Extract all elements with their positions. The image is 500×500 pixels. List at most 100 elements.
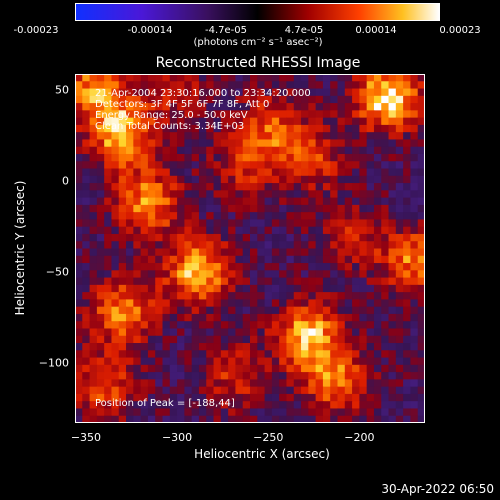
heatmap-cell: [89, 161, 98, 170]
heatmap-cell: [89, 88, 98, 97]
heatmap-cell: [111, 306, 120, 315]
heatmap-cell: [388, 168, 397, 177]
heatmap-cell: [96, 401, 105, 410]
heatmap-cell: [235, 168, 244, 177]
heatmap-cell: [286, 161, 295, 170]
heatmap-cell: [118, 117, 127, 126]
heatmap-cell: [126, 219, 134, 228]
heatmap-cell: [388, 219, 397, 228]
heatmap-cell: [133, 357, 142, 366]
heatmap-cell: [118, 292, 127, 300]
heatmap-cell: [191, 364, 200, 373]
heatmap-cell: [410, 110, 419, 119]
heatmap-cell: [126, 88, 134, 97]
heatmap-cell: [118, 299, 127, 308]
heatmap-cell: [366, 233, 375, 242]
heatmap-cell: [126, 313, 134, 322]
heatmap-cell: [403, 212, 412, 221]
heatmap-cell: [133, 386, 142, 395]
heatmap-cell: [75, 110, 83, 119]
heatmap-cell: [301, 379, 309, 388]
heatmap-cell: [337, 306, 346, 315]
heatmap-cell: [410, 379, 419, 388]
heatmap-cell: [322, 263, 331, 271]
heatmap-cell: [395, 88, 404, 97]
heatmap-cell: [279, 95, 288, 104]
heatmap-cell: [155, 226, 164, 235]
heatmap-cell: [155, 343, 164, 351]
heatmap-cell: [271, 124, 280, 133]
heatmap-cell: [177, 88, 185, 97]
heatmap-cell: [279, 175, 288, 184]
heatmap-cell: [264, 212, 273, 221]
heatmap-cell: [242, 328, 251, 337]
heatmap-cell: [155, 88, 164, 97]
heatmap-cell: [381, 292, 390, 300]
heatmap-cell: [257, 263, 266, 271]
heatmap-cell: [206, 306, 215, 315]
heatmap-cell: [352, 219, 360, 228]
heatmap-cell: [257, 415, 266, 423]
heatmap-cell: [75, 197, 83, 206]
heatmap-cell: [82, 153, 91, 162]
x-tick-label: −250: [253, 431, 284, 444]
heatmap-cell: [111, 350, 120, 359]
heatmap-cell: [366, 88, 375, 97]
heatmap-cell: [344, 168, 353, 177]
heatmap-cell: [228, 350, 237, 359]
heatmap-cell: [89, 270, 98, 279]
heatmap-cell: [155, 124, 164, 133]
heatmap-cell: [403, 168, 412, 177]
heatmap-cell: [147, 292, 156, 300]
heatmap-cell: [162, 197, 171, 206]
heatmap-cell: [198, 175, 207, 184]
heatmap-cell: [75, 146, 83, 155]
heatmap-cell: [250, 415, 258, 423]
heatmap-cell: [403, 393, 412, 402]
heatmap-cell: [82, 103, 91, 111]
heatmap-cell: [279, 88, 288, 97]
heatmap-cell: [381, 401, 390, 410]
heatmap-cell: [257, 212, 266, 221]
heatmap-cell: [133, 255, 142, 264]
heatmap-cell: [140, 81, 149, 90]
heatmap-cell: [250, 292, 258, 300]
heatmap-cell: [184, 270, 193, 279]
heatmap-cell: [286, 284, 295, 293]
heatmap-cell: [410, 233, 419, 242]
heatmap-cell: [308, 393, 317, 402]
heatmap-cell: [75, 328, 83, 337]
heatmap-cell: [417, 292, 425, 300]
heatmap-cell: [381, 415, 390, 423]
heatmap-cell: [257, 103, 266, 111]
heatmap-cell: [104, 299, 113, 308]
heatmap-cell: [293, 401, 302, 410]
heatmap-cell: [206, 146, 215, 155]
heatmap-cell: [191, 219, 200, 228]
heatmap-cell: [352, 292, 360, 300]
heatmap-cell: [242, 110, 251, 119]
heatmap-cell: [155, 408, 164, 417]
heatmap-cell: [82, 110, 91, 119]
heatmap-cell: [264, 132, 273, 141]
heatmap-cell: [220, 263, 229, 271]
heatmap-cell: [242, 408, 251, 417]
heatmap-cell: [118, 408, 127, 417]
heatmap-cell: [220, 110, 229, 119]
heatmap-cell: [147, 263, 156, 271]
heatmap-cell: [206, 284, 215, 293]
heatmap-cell: [417, 350, 425, 359]
heatmap-cell: [388, 233, 397, 242]
heatmap-cell: [410, 292, 419, 300]
heatmap-cell: [352, 132, 360, 141]
heatmap-cell: [293, 183, 302, 191]
heatmap-cell: [271, 95, 280, 104]
heatmap-cell: [366, 415, 375, 423]
heatmap-cell: [220, 183, 229, 191]
heatmap-cell: [308, 95, 317, 104]
heatmap-cell: [242, 168, 251, 177]
heatmap-cell: [191, 146, 200, 155]
heatmap-cell: [140, 328, 149, 337]
heatmap-cell: [322, 364, 331, 373]
heatmap-cell: [104, 95, 113, 104]
